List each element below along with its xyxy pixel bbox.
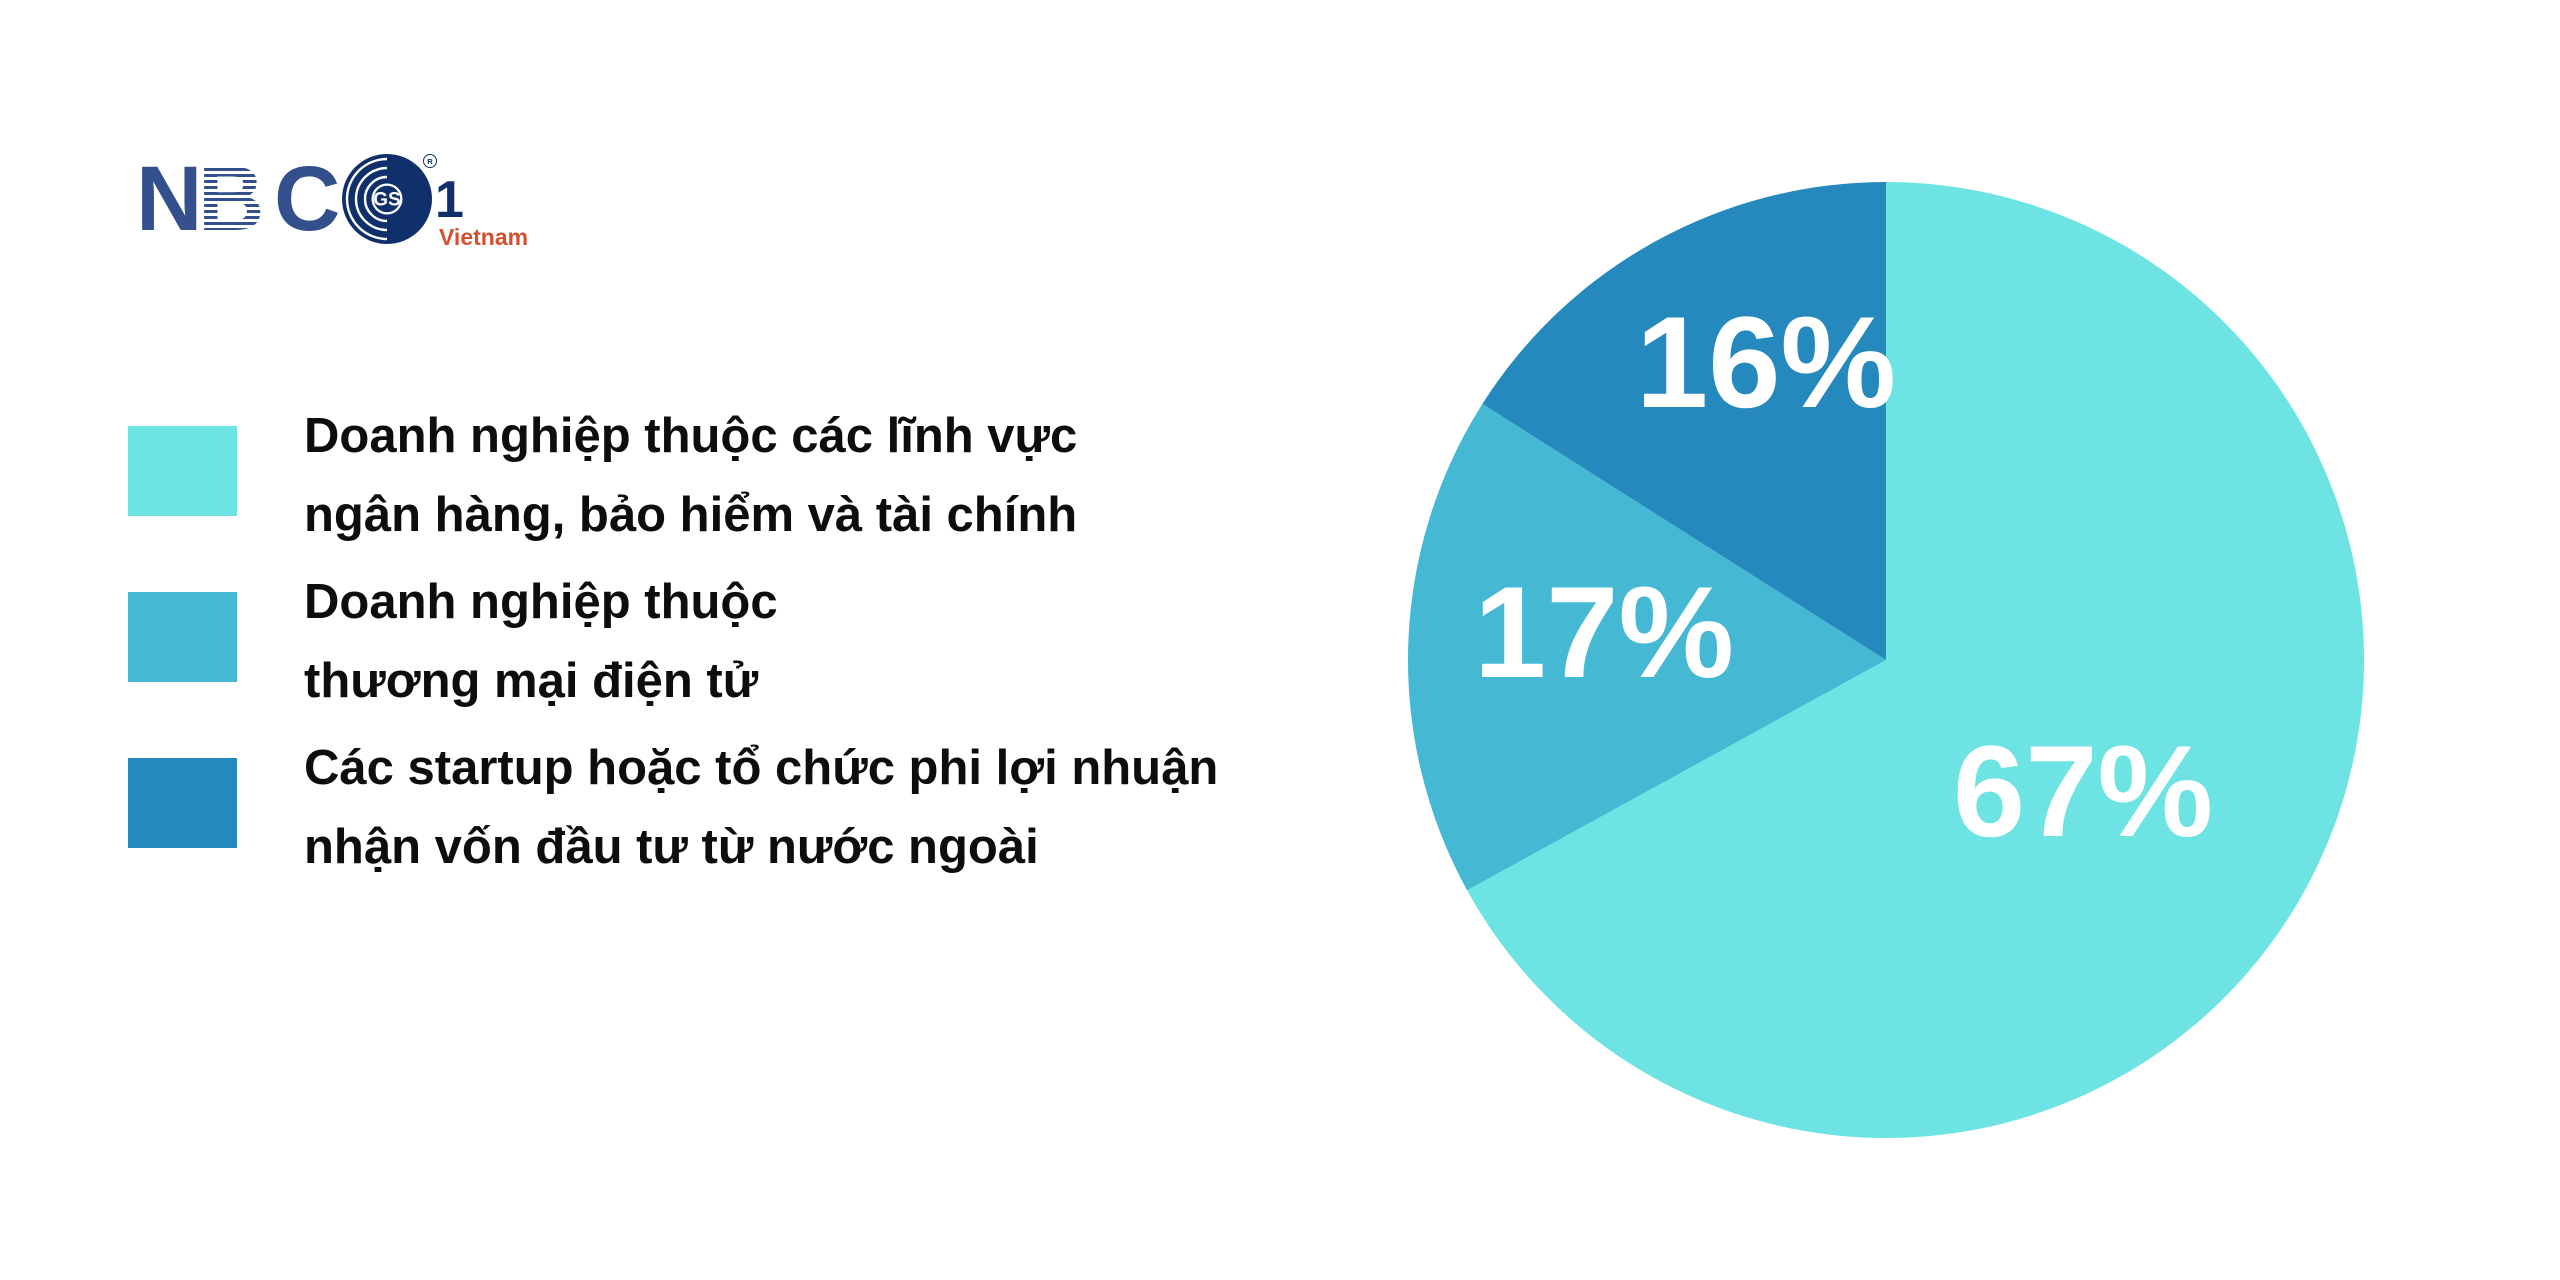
svg-text:N: N: [136, 150, 200, 250]
svg-text:GS: GS: [373, 190, 400, 211]
svg-text:1: 1: [435, 171, 464, 229]
svg-text:B: B: [198, 150, 262, 250]
svg-text:16%: 16%: [1636, 289, 1896, 435]
svg-text:C: C: [274, 150, 338, 250]
svg-text:R: R: [427, 157, 433, 166]
svg-text:Vietnam: Vietnam: [439, 224, 528, 250]
svg-text:17%: 17%: [1474, 559, 1734, 705]
svg-text:67%: 67%: [1953, 718, 2213, 864]
